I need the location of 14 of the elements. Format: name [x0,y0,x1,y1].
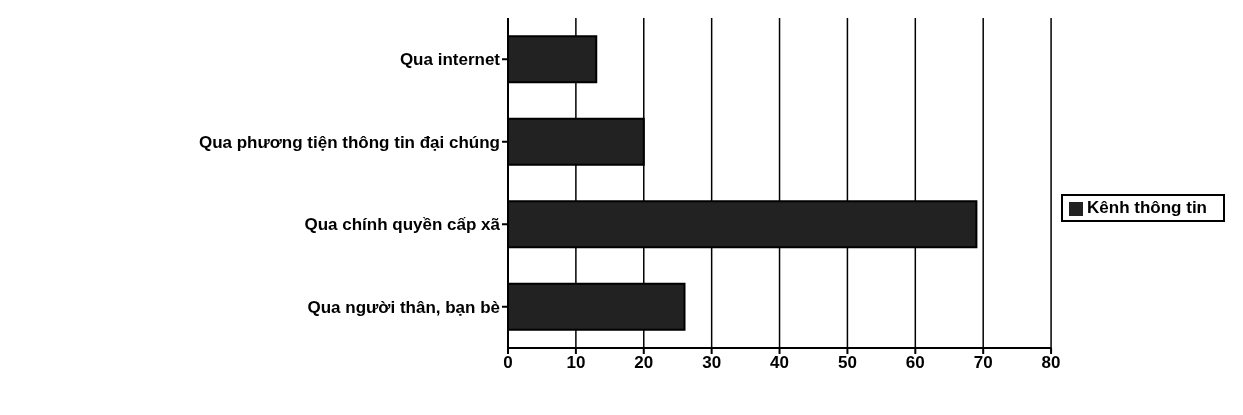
x-tick-label: 70 [973,353,993,373]
x-tick-label: 0 [503,353,513,373]
x-tick-label: 10 [566,353,586,373]
y-tick-label: Qua internet [399,50,501,70]
x-tick-label: 30 [702,353,722,373]
x-tick-label: 50 [837,353,857,373]
legend-label: Kênh thông tin [1087,198,1207,217]
x-tick-label: 80 [1041,353,1061,373]
y-tick-label: Qua chính quyền cấp xã [304,215,501,235]
y-tick-label: Qua người thân, bạn bè [307,297,500,317]
y-tick-label: Qua phương tiện thông tin đại chúng [198,132,500,152]
x-tick-label: 60 [905,353,925,373]
x-tick-label: 40 [770,353,789,373]
x-tick-label: 20 [634,353,654,373]
